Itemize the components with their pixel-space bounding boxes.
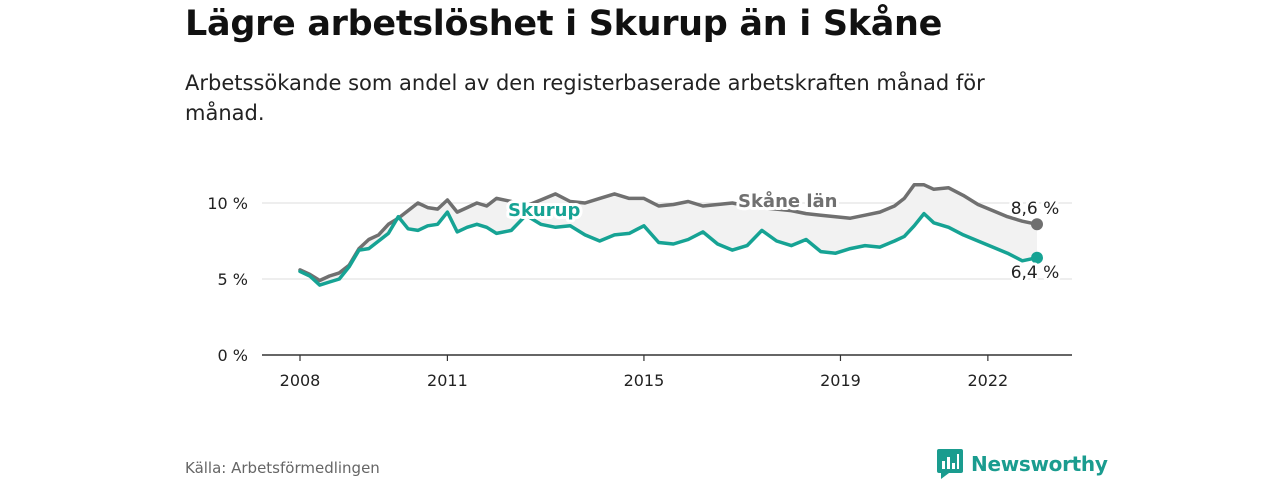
x-tick-label: 2008: [280, 371, 321, 390]
x-tick-label: 2015: [624, 371, 665, 390]
skane-end-label: 8,6 %: [1011, 199, 1060, 219]
newsworthy-icon: [937, 449, 963, 479]
x-tick-label: 2022: [968, 371, 1009, 390]
chart-subtitle: Arbetssökande som andel av den registerb…: [185, 71, 985, 125]
y-tick-label: 10 %: [207, 194, 248, 213]
y-tick-label: 5 %: [218, 270, 248, 289]
axis-ticks: 0 % 5 % 10 % 2008 2011 2015 2019 2022: [207, 194, 1072, 390]
y-tick-label: 0 %: [218, 346, 248, 365]
skurup-end-label: 6,4 %: [1011, 263, 1060, 283]
skane-series-label: Skåne län: [738, 190, 838, 212]
skurup-line: [298, 210, 1039, 287]
skurup-line-end-point: [1031, 251, 1043, 264]
chart-title: Lägre arbetslöshet i Skurup än i Skåne: [185, 4, 943, 44]
x-tick-label: 2011: [427, 371, 468, 390]
brand-name: Newsworthy: [971, 452, 1108, 476]
difference-band: [300, 184, 1037, 286]
annotations: Skurup Skåne län 8,6 % 6,4 %: [505, 187, 1062, 286]
newsworthy-logo[interactable]: Newsworthy: [937, 449, 1108, 479]
skurup-series-label: Skurup: [508, 200, 580, 221]
source-note: Källa: Arbetsförmedlingen: [185, 459, 380, 477]
skane-line-end-point: [1031, 218, 1043, 231]
x-tick-label: 2019: [820, 371, 861, 390]
series-lines: [298, 183, 1043, 287]
